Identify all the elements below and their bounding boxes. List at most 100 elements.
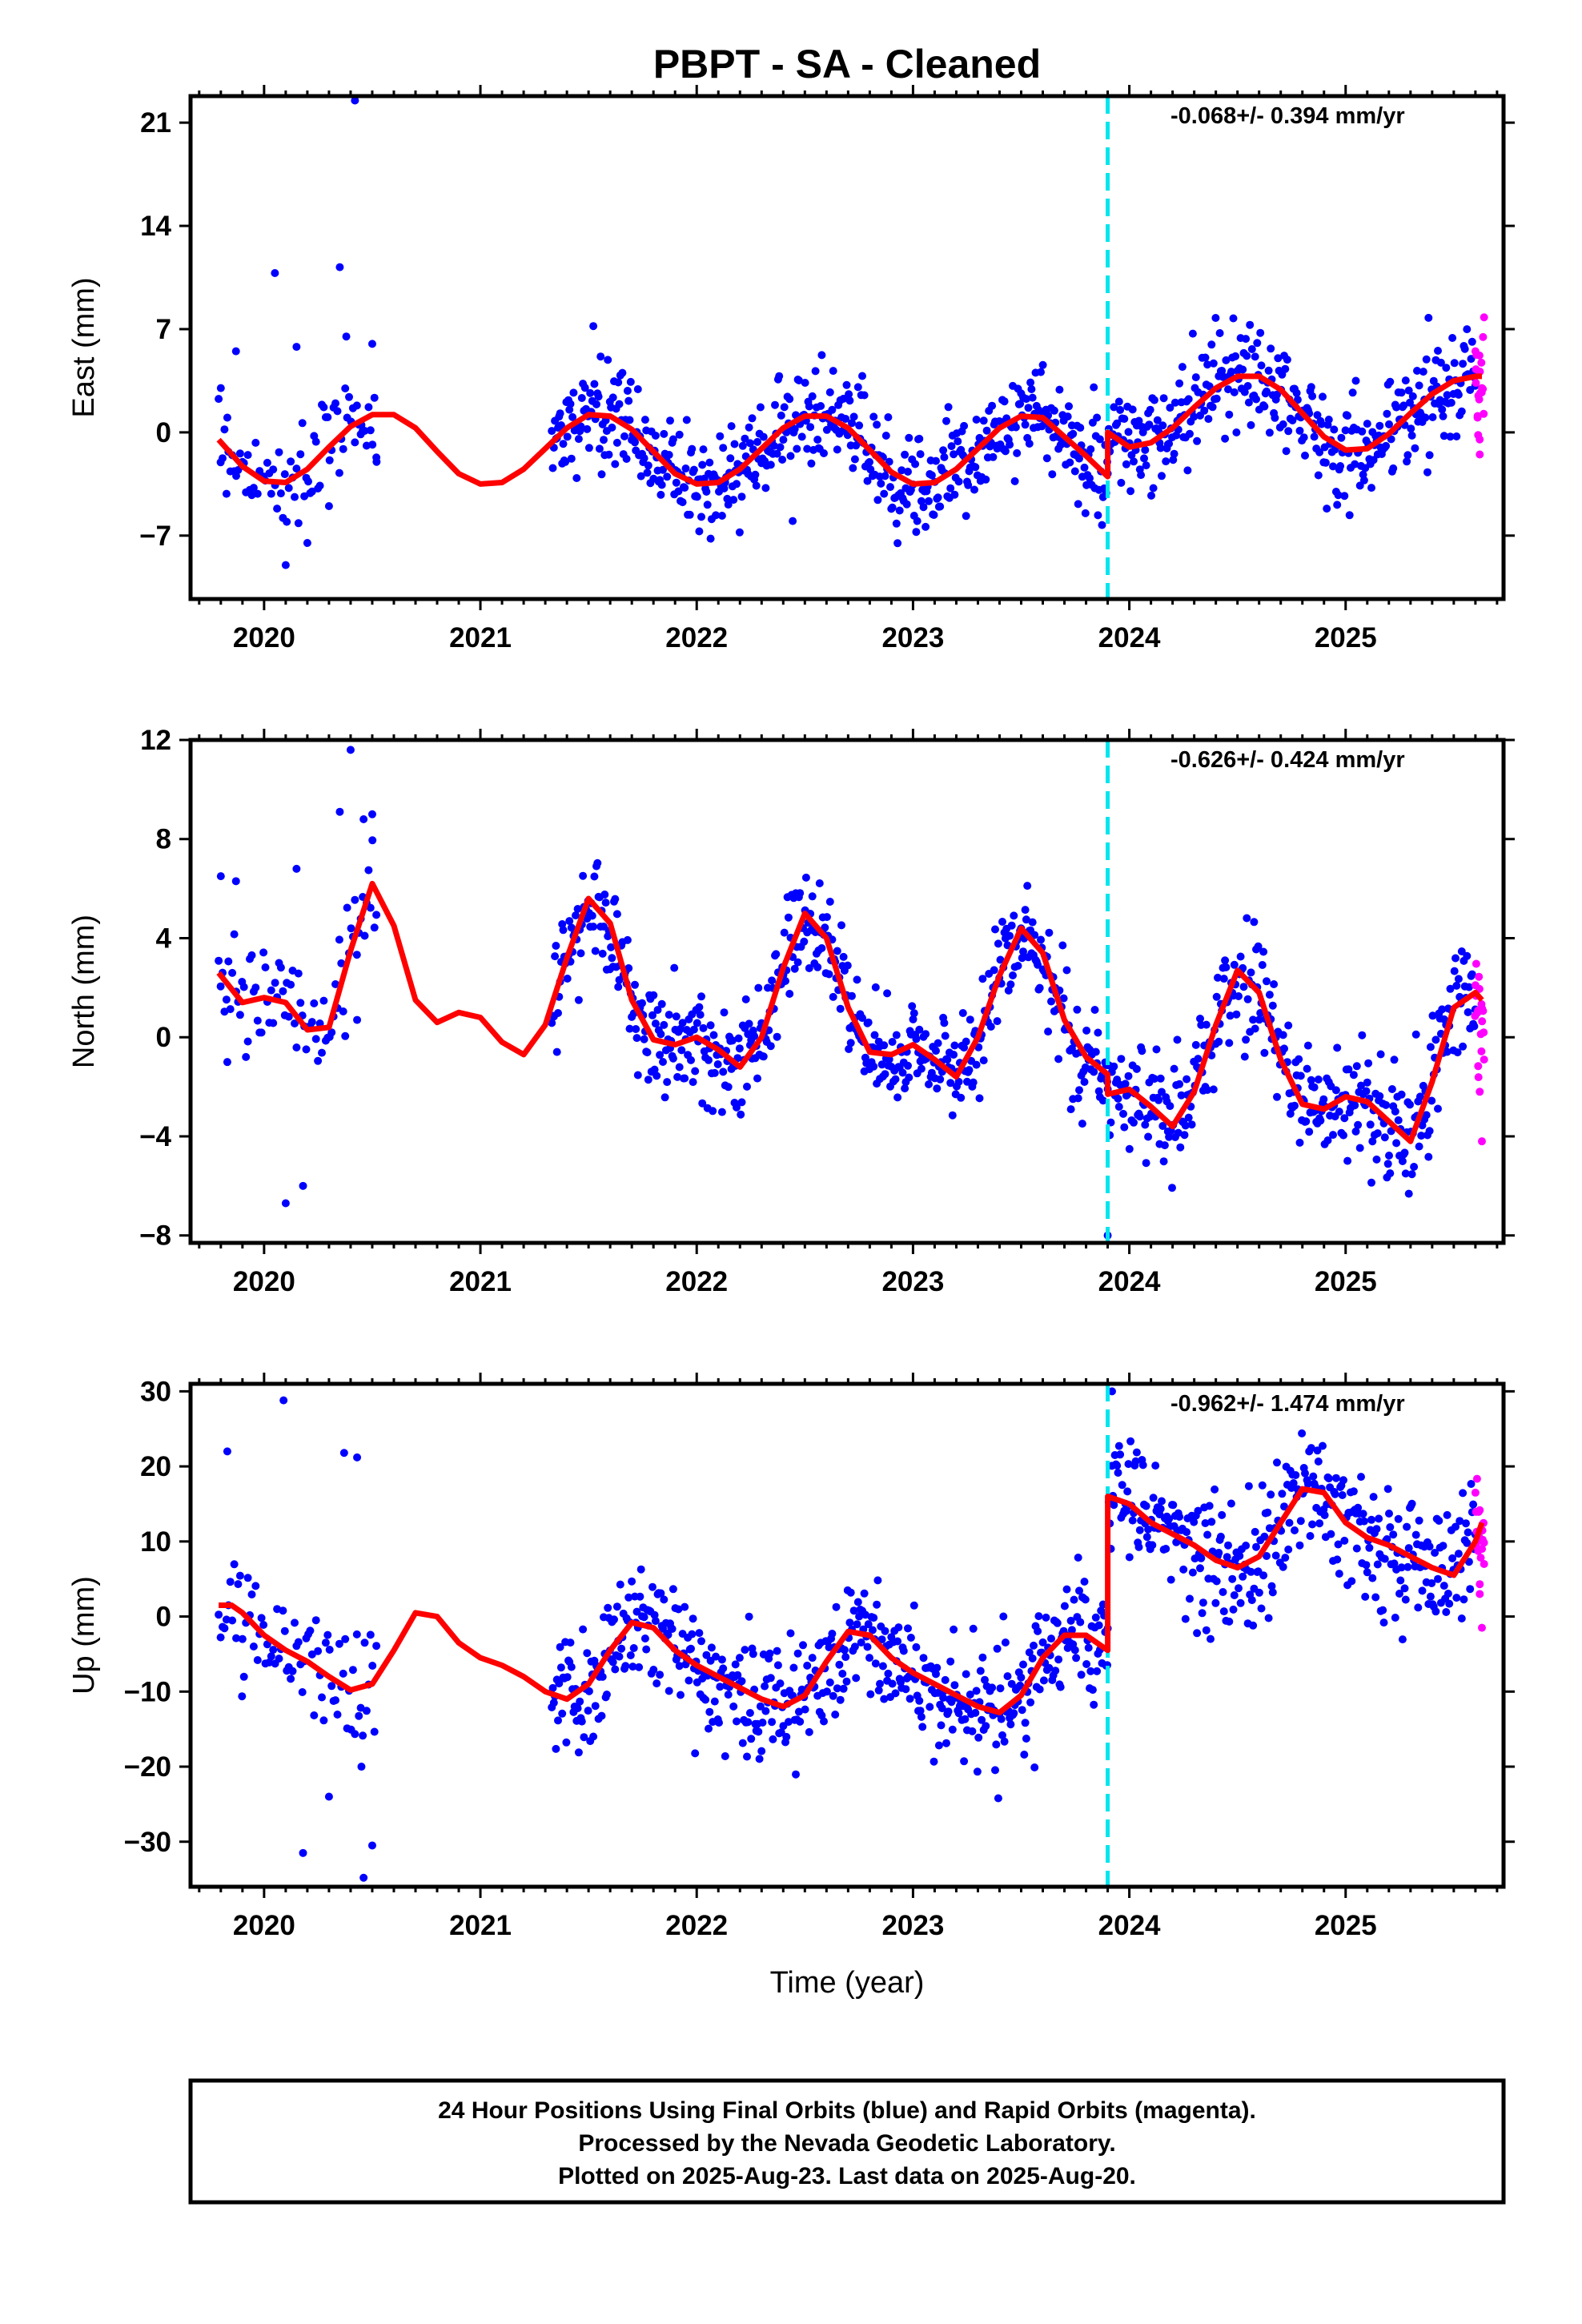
final-orbit-point bbox=[1427, 1579, 1436, 1587]
final-orbit-point bbox=[1291, 1101, 1299, 1110]
final-orbit-point bbox=[825, 970, 833, 979]
final-orbit-point bbox=[1336, 462, 1345, 470]
final-orbit-point bbox=[1125, 1553, 1134, 1562]
final-orbit-point bbox=[1428, 1011, 1437, 1020]
final-orbit-point bbox=[1319, 1095, 1328, 1104]
final-orbit-point bbox=[1452, 1522, 1460, 1531]
final-orbit-point bbox=[1468, 970, 1476, 979]
final-orbit-point bbox=[917, 1064, 926, 1073]
final-orbit-point bbox=[1434, 347, 1442, 355]
final-orbit-point bbox=[1132, 1064, 1141, 1073]
final-orbit-point bbox=[1093, 1667, 1102, 1675]
final-orbit-point bbox=[794, 1707, 803, 1716]
final-orbit-point bbox=[1142, 461, 1150, 470]
final-orbit-point bbox=[881, 1626, 889, 1635]
final-orbit-point bbox=[1123, 1487, 1132, 1496]
final-orbit-point bbox=[1424, 1152, 1433, 1161]
final-orbit-point bbox=[1385, 1510, 1393, 1518]
final-orbit-point bbox=[251, 983, 260, 992]
final-orbit-point bbox=[1401, 1169, 1410, 1178]
final-orbit-point bbox=[611, 895, 620, 903]
final-orbit-point bbox=[934, 1741, 943, 1750]
final-orbit-point bbox=[1352, 1544, 1361, 1553]
final-orbit-point bbox=[1062, 1585, 1071, 1594]
final-orbit-point bbox=[331, 1696, 339, 1705]
final-orbit-point bbox=[675, 1662, 684, 1671]
final-orbit-point bbox=[360, 1638, 369, 1647]
final-orbit-point bbox=[1188, 329, 1197, 338]
final-orbit-point bbox=[659, 1058, 667, 1066]
final-orbit-point bbox=[1274, 354, 1283, 363]
final-orbit-point bbox=[1426, 1043, 1435, 1051]
final-orbit-point bbox=[612, 438, 621, 447]
final-orbit-point bbox=[975, 1094, 984, 1103]
final-orbit-point bbox=[1017, 1673, 1026, 1682]
final-orbit-point bbox=[880, 489, 889, 498]
final-orbit-point bbox=[1389, 1530, 1398, 1539]
final-orbit-point bbox=[925, 497, 933, 505]
final-orbit-point bbox=[1450, 967, 1459, 975]
final-orbit-point bbox=[1327, 1530, 1335, 1538]
final-orbit-point bbox=[1019, 1660, 1027, 1669]
final-orbit-point bbox=[687, 1055, 695, 1064]
final-orbit-point bbox=[776, 1679, 785, 1688]
final-orbit-point bbox=[1212, 1577, 1221, 1586]
final-orbit-point bbox=[1229, 1605, 1238, 1614]
final-orbit-point bbox=[238, 1692, 247, 1701]
final-orbit-point bbox=[1244, 1482, 1253, 1490]
final-orbit-point bbox=[855, 421, 864, 430]
final-orbit-point bbox=[1436, 358, 1445, 367]
final-orbit-point bbox=[352, 401, 361, 410]
final-orbit-point bbox=[1230, 1591, 1239, 1599]
final-orbit-point bbox=[1027, 385, 1036, 393]
final-orbit-point bbox=[737, 1677, 746, 1686]
final-orbit-point bbox=[591, 1702, 600, 1711]
final-orbit-point bbox=[843, 961, 852, 970]
final-orbit-point bbox=[1022, 395, 1030, 404]
final-orbit-point bbox=[842, 1677, 851, 1686]
final-orbit-point bbox=[880, 1695, 889, 1703]
final-orbit-point bbox=[1415, 1516, 1423, 1525]
final-orbit-point bbox=[1369, 456, 1378, 464]
final-orbit-point bbox=[978, 975, 987, 983]
final-orbit-point bbox=[881, 472, 889, 480]
final-orbit-point bbox=[1166, 1102, 1174, 1111]
final-orbit-point bbox=[1116, 405, 1125, 414]
final-orbit-point bbox=[934, 1688, 942, 1697]
final-orbit-point bbox=[1467, 1480, 1476, 1488]
final-orbit-point bbox=[1382, 1100, 1391, 1109]
final-orbit-point bbox=[1314, 1458, 1323, 1466]
final-orbit-point bbox=[1331, 1490, 1339, 1498]
x-tick-label: 2021 bbox=[449, 622, 512, 653]
final-orbit-point bbox=[1307, 383, 1315, 392]
final-orbit-point bbox=[657, 999, 666, 1008]
final-orbit-point bbox=[1226, 1011, 1235, 1020]
final-orbit-point bbox=[280, 1626, 289, 1635]
final-orbit-point bbox=[561, 457, 570, 466]
final-orbit-point bbox=[744, 1718, 753, 1727]
final-orbit-point bbox=[347, 924, 355, 933]
final-orbit-point bbox=[598, 1672, 607, 1681]
final-orbit-point bbox=[573, 905, 582, 913]
final-orbit-point bbox=[231, 347, 240, 356]
final-orbit-point bbox=[222, 995, 231, 1004]
final-orbit-point bbox=[1081, 1595, 1090, 1604]
x-tick-label: 2025 bbox=[1315, 622, 1377, 653]
final-orbit-point bbox=[865, 1654, 873, 1663]
final-orbit-point bbox=[901, 1685, 910, 1694]
final-orbit-point bbox=[973, 1767, 982, 1776]
final-orbit-point bbox=[257, 1028, 266, 1037]
final-orbit-point bbox=[689, 465, 698, 474]
rapid-orbit-point bbox=[1476, 435, 1484, 444]
x-tick-label: 2023 bbox=[881, 622, 944, 653]
final-orbit-point bbox=[1004, 986, 1013, 995]
final-orbit-point bbox=[1418, 1586, 1427, 1595]
rapid-orbit-point bbox=[1477, 1137, 1486, 1146]
final-orbit-point bbox=[1421, 413, 1430, 422]
final-orbit-point bbox=[294, 969, 303, 978]
final-orbit-point bbox=[351, 438, 359, 447]
final-orbit-point bbox=[753, 437, 761, 446]
final-orbit-point bbox=[677, 1046, 686, 1055]
final-orbit-point bbox=[713, 1060, 722, 1068]
final-orbit-point bbox=[592, 400, 600, 408]
